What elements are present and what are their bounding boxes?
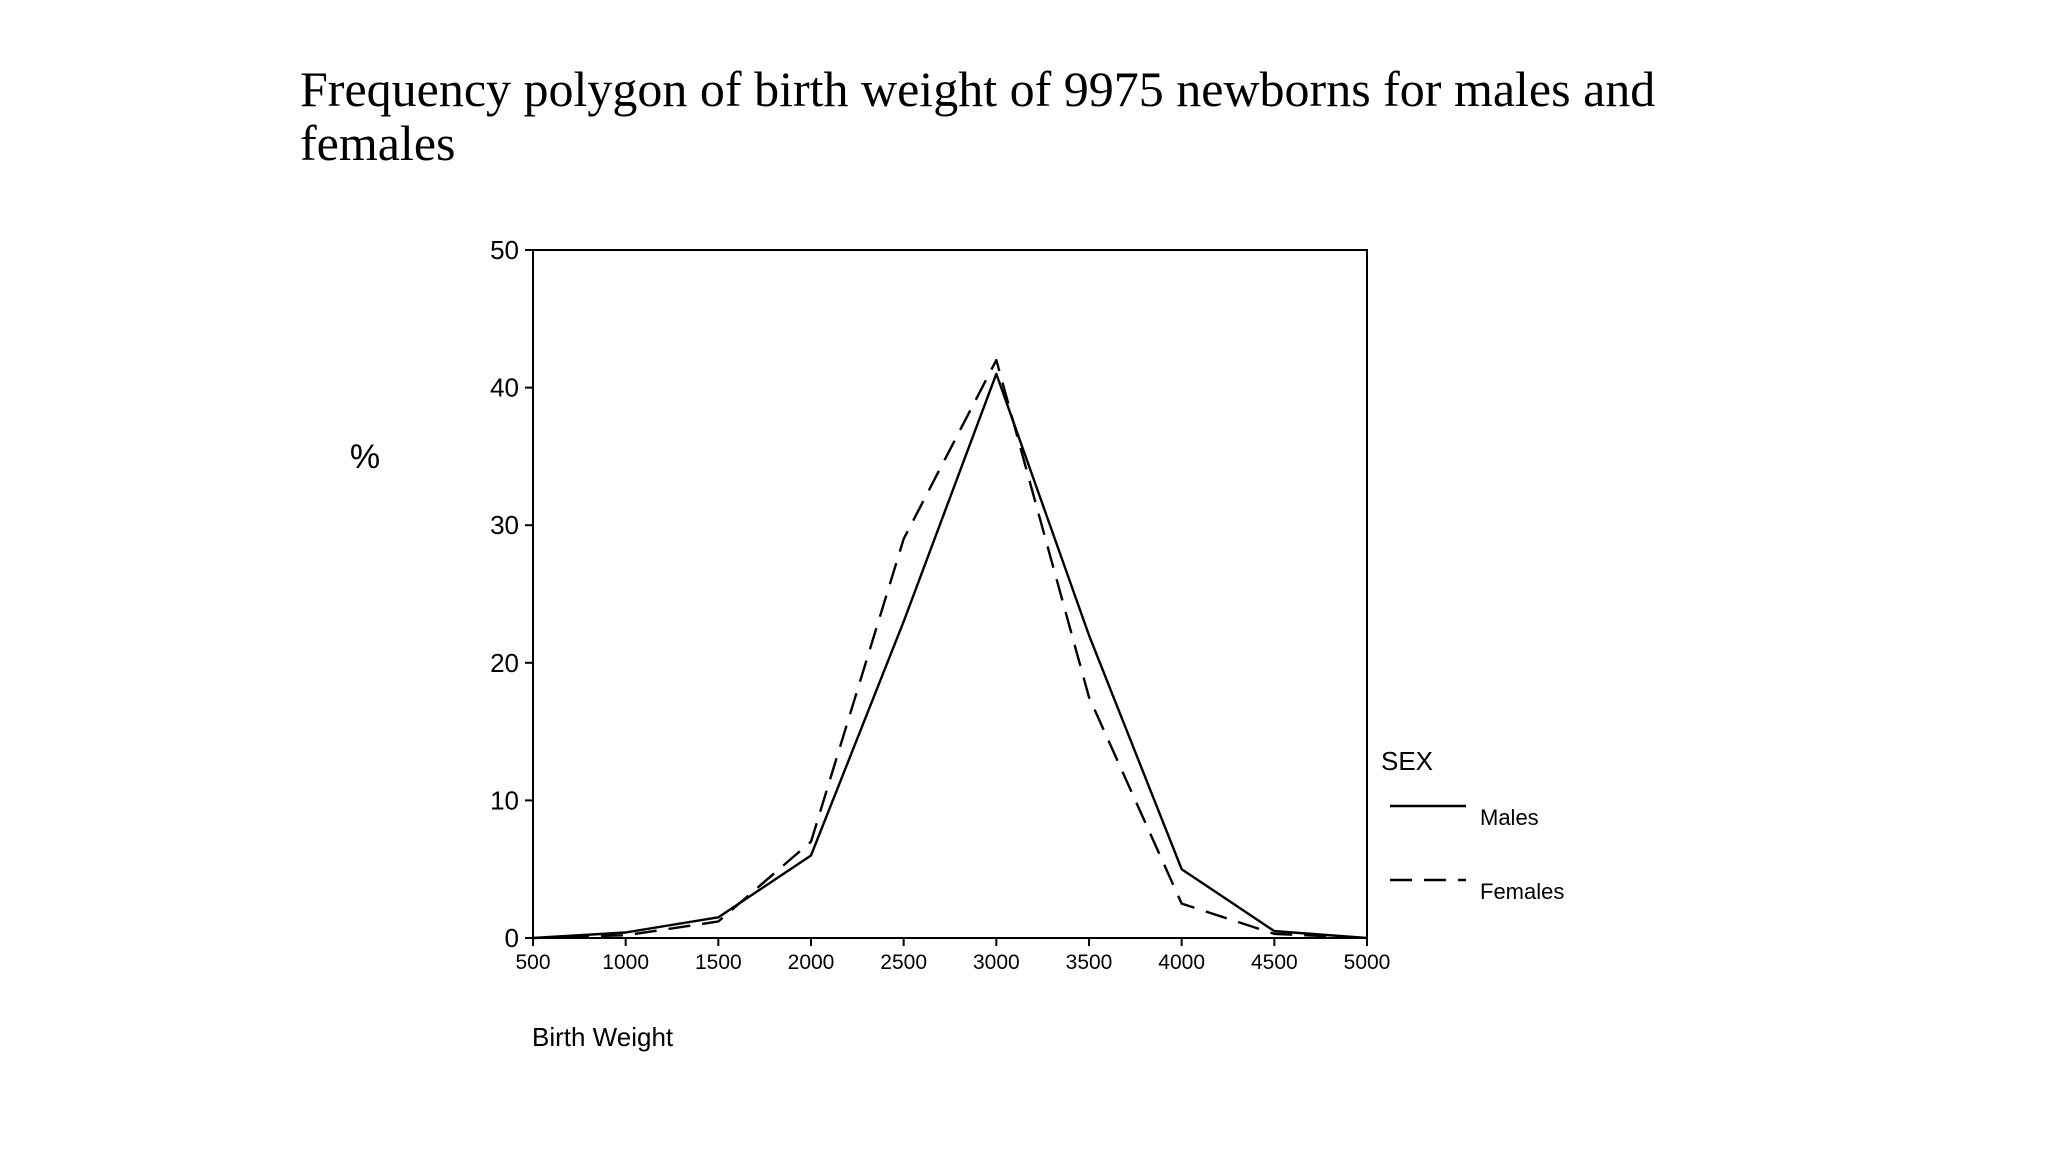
x-tick-label: 500 bbox=[515, 951, 550, 974]
series-line-males bbox=[532, 372, 1368, 940]
y-tick-label: 40 bbox=[490, 373, 519, 403]
slide-title: Frequency polygon of birth weight of 997… bbox=[300, 61, 1656, 171]
y-tick-label: 30 bbox=[490, 510, 519, 540]
x-tick-label: 4500 bbox=[1251, 951, 1298, 974]
y-tick-label: 10 bbox=[490, 785, 519, 815]
x-tick-label: 1000 bbox=[602, 951, 649, 974]
x-tick-label: 1500 bbox=[695, 951, 742, 974]
x-tick-label: 2500 bbox=[880, 951, 927, 974]
y-tick-label: 20 bbox=[490, 648, 519, 678]
y-tick-label: 0 bbox=[505, 923, 519, 953]
legend-label-females: Females bbox=[1480, 879, 1564, 904]
x-tick-label: 3000 bbox=[973, 951, 1020, 974]
legend-label-males: Males bbox=[1480, 805, 1539, 830]
plot-frame bbox=[532, 249, 1368, 939]
x-tick-label: 5000 bbox=[1344, 951, 1391, 974]
y-axis-label: % bbox=[350, 438, 380, 476]
x-axis-label: Birth Weight bbox=[532, 1022, 674, 1052]
series-line-females bbox=[532, 358, 1368, 940]
x-tick-label: 3500 bbox=[1066, 951, 1113, 974]
x-tick-label: 4000 bbox=[1158, 951, 1205, 974]
x-tick-label: 2000 bbox=[788, 951, 835, 974]
legend-title: SEX bbox=[1381, 746, 1433, 776]
y-tick-label: 50 bbox=[490, 235, 519, 265]
